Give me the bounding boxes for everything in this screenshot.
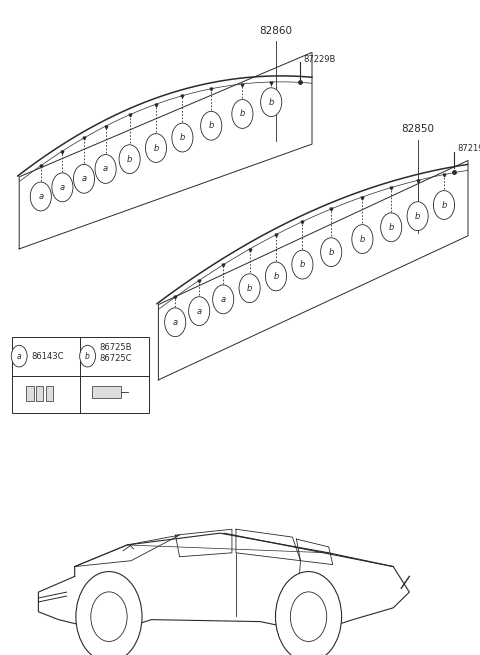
Circle shape xyxy=(265,262,287,291)
Text: b: b xyxy=(328,248,334,257)
Bar xyxy=(46,386,53,401)
Circle shape xyxy=(292,250,313,279)
Circle shape xyxy=(119,145,140,174)
Text: b: b xyxy=(85,352,90,361)
Circle shape xyxy=(30,182,51,211)
Text: b: b xyxy=(268,98,274,107)
Text: b: b xyxy=(273,272,279,281)
Circle shape xyxy=(189,297,210,326)
Text: b: b xyxy=(127,155,132,164)
Circle shape xyxy=(165,308,186,337)
Circle shape xyxy=(73,164,95,193)
Circle shape xyxy=(12,345,27,367)
Text: 82850: 82850 xyxy=(401,124,434,134)
Circle shape xyxy=(213,285,234,314)
Text: b: b xyxy=(415,212,420,221)
Text: a: a xyxy=(103,164,108,174)
Circle shape xyxy=(80,345,96,367)
Text: b: b xyxy=(388,223,394,232)
Text: a: a xyxy=(82,174,86,183)
Text: a: a xyxy=(60,183,65,192)
Text: a: a xyxy=(197,307,202,316)
Text: 86143C: 86143C xyxy=(31,352,64,361)
Text: a: a xyxy=(17,352,22,361)
Circle shape xyxy=(52,173,73,202)
Circle shape xyxy=(407,202,428,231)
Circle shape xyxy=(276,572,342,655)
Text: b: b xyxy=(247,284,252,293)
Circle shape xyxy=(76,572,142,655)
Text: b: b xyxy=(180,133,185,142)
Text: b: b xyxy=(300,260,305,269)
Circle shape xyxy=(145,134,167,162)
Bar xyxy=(12,337,149,413)
Text: a: a xyxy=(221,295,226,304)
Circle shape xyxy=(172,123,193,152)
Bar xyxy=(36,386,43,401)
Text: 82860: 82860 xyxy=(260,26,292,36)
Circle shape xyxy=(352,225,373,253)
Text: b: b xyxy=(360,234,365,244)
Text: a: a xyxy=(38,192,43,201)
Circle shape xyxy=(321,238,342,267)
Circle shape xyxy=(290,592,327,641)
Circle shape xyxy=(201,111,222,140)
Text: a: a xyxy=(173,318,178,327)
Text: 87219B: 87219B xyxy=(457,144,480,153)
Circle shape xyxy=(433,191,455,219)
Circle shape xyxy=(232,100,253,128)
Text: b: b xyxy=(208,121,214,130)
Bar xyxy=(92,386,121,398)
Text: 87229B: 87229B xyxy=(303,54,336,64)
Circle shape xyxy=(91,592,127,641)
Circle shape xyxy=(261,88,282,117)
Text: b: b xyxy=(441,200,447,210)
Text: b: b xyxy=(153,143,159,153)
Circle shape xyxy=(381,213,402,242)
Bar xyxy=(26,386,34,401)
Circle shape xyxy=(239,274,260,303)
Circle shape xyxy=(95,155,116,183)
Text: b: b xyxy=(240,109,245,119)
Text: 86725B
86725C: 86725B 86725C xyxy=(100,343,132,363)
